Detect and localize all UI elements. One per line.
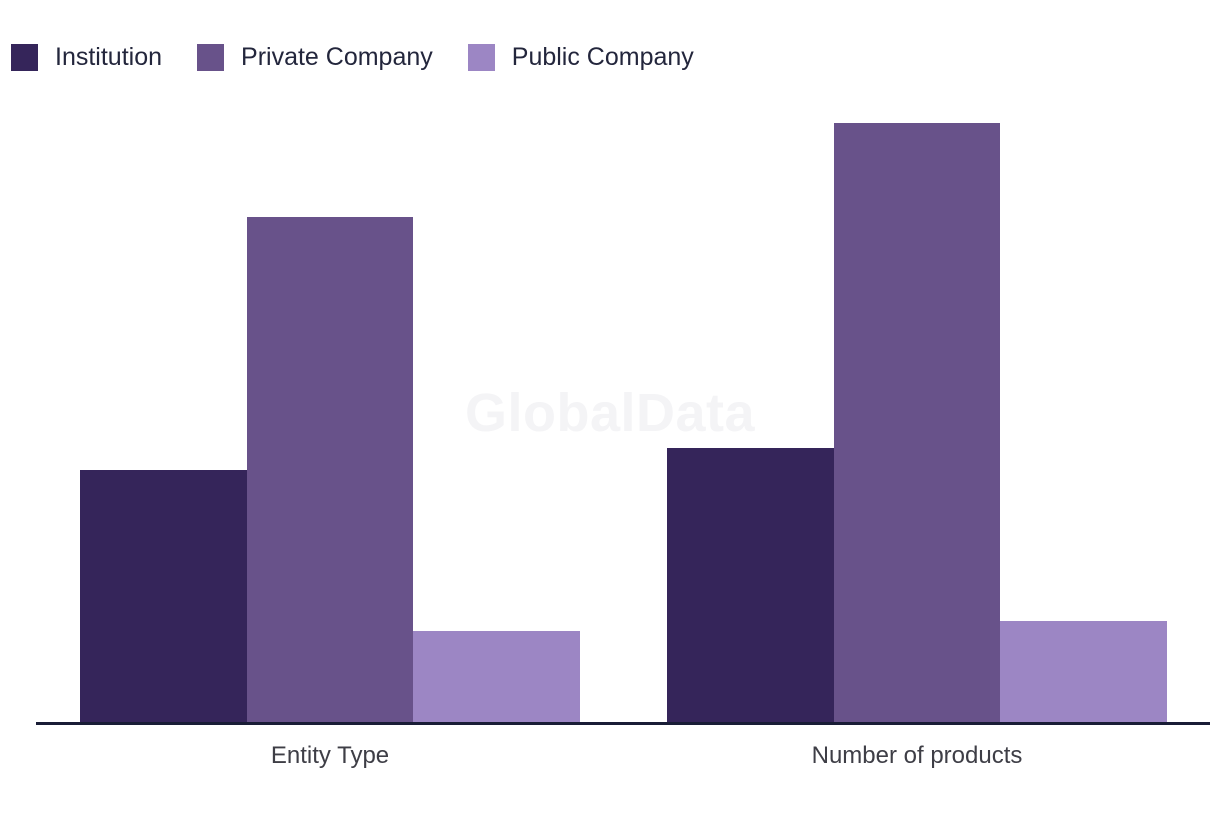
x-axis-label-entity-type: Entity Type: [270, 742, 390, 769]
legend-label-institution: Institution: [55, 43, 163, 71]
bar-institution-entity-type[interactable]: [80, 470, 247, 722]
x-axis-label-number-of-products: Number of products: [811, 742, 1023, 769]
legend-swatch-institution: [11, 44, 38, 71]
legend-item-institution[interactable]: Institution: [11, 44, 162, 71]
legend-swatch-public-company: [467, 44, 495, 71]
bar-private-company-entity-type[interactable]: [246, 217, 414, 722]
bar-public-company-number-of-products[interactable]: [1000, 621, 1167, 722]
x-axis-line: [36, 722, 1210, 725]
legend-item-private-company[interactable]: Private Company: [197, 44, 433, 71]
bar-institution-number-of-products[interactable]: [667, 448, 834, 722]
bar-public-company-entity-type[interactable]: [413, 631, 580, 722]
legend-label-public-company: Public Company: [511, 43, 694, 71]
legend-swatch-private-company: [197, 44, 225, 71]
legend-label-private-company: Private Company: [241, 43, 433, 71]
bar-private-company-number-of-products[interactable]: [833, 123, 1001, 722]
chart-legend: Institution Private Company Public Compa…: [11, 44, 729, 71]
legend-item-public-company[interactable]: Public Company: [467, 43, 694, 71]
